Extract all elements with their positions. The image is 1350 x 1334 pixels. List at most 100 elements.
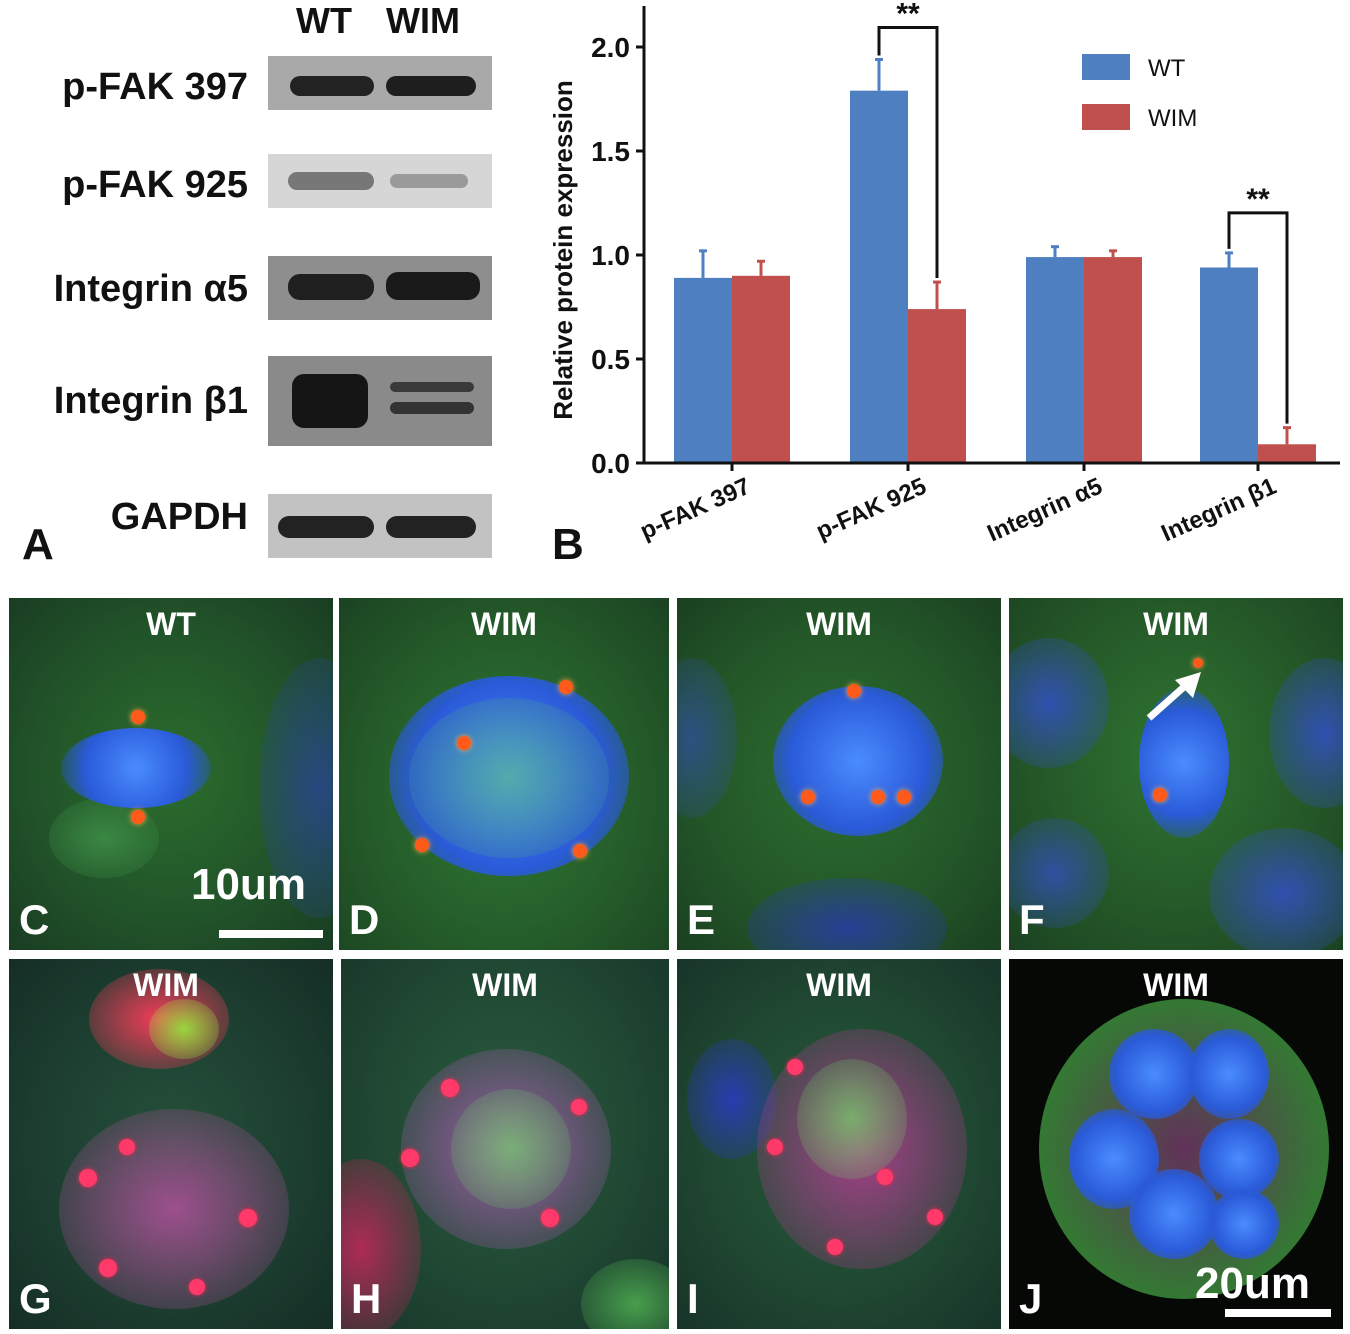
panel-letter: A: [22, 520, 54, 569]
panel-letter: I: [687, 1275, 699, 1322]
spindle-glow: [451, 1089, 571, 1209]
blot-band: [290, 76, 374, 96]
spindle-glow: [149, 999, 219, 1059]
bar-wim: [1084, 257, 1142, 463]
panel-letter: D: [349, 896, 380, 943]
chromosome-dot: [571, 1099, 587, 1115]
blot-band: [386, 272, 480, 300]
blot-band: [390, 402, 474, 414]
significance-bracket: [1227, 211, 1289, 424]
blot-column-wim: WIM: [386, 0, 460, 41]
blot-band: [386, 516, 476, 538]
x-tick-label: Integrin β1: [1157, 473, 1280, 548]
centrosome-dot: [847, 684, 861, 698]
chromosome-mass: [61, 728, 211, 808]
nucleus: [1109, 1029, 1199, 1119]
condition-label: WT: [146, 606, 196, 642]
micrograph-h: WIM H: [340, 958, 670, 1330]
bar-wt: [674, 277, 732, 463]
bar-wt: [1026, 257, 1084, 463]
chromosome-dot: [441, 1079, 459, 1097]
background-cell: [581, 1259, 669, 1329]
blot-strip: [268, 56, 492, 110]
chromosome-dot: [541, 1209, 559, 1227]
centrosome-dot: [1153, 788, 1167, 802]
chromosome-dot: [767, 1139, 783, 1155]
x-tick-label: p-FAK 925: [812, 473, 930, 545]
condition-label: WIM: [471, 606, 537, 642]
significance-label: **: [896, 0, 920, 30]
blot-column-wt: WT: [296, 0, 352, 41]
blot-row-label: Integrin β1: [53, 380, 248, 422]
condition-label: WIM: [806, 967, 872, 1003]
legend-swatch: [1082, 104, 1130, 130]
nucleus: [1189, 1029, 1269, 1119]
micrograph-j: WIM J 20um: [1008, 958, 1344, 1330]
x-tick-label: Integrin α5: [983, 473, 1106, 548]
micrograph-c: WT C 10um: [8, 597, 334, 951]
micrograph-f: WIM F: [1008, 597, 1344, 951]
scale-bar: [219, 930, 323, 938]
chromosome-dot: [401, 1149, 419, 1167]
chromosome-dot: [927, 1209, 943, 1225]
legend-swatch: [1082, 54, 1130, 80]
panel-letter: E: [687, 896, 716, 943]
centrosome-dot: [1193, 658, 1203, 668]
condition-label: WIM: [472, 967, 538, 1003]
panel-letter: B: [552, 520, 584, 569]
chromosome-dot: [239, 1209, 257, 1227]
panel-letter: G: [19, 1275, 52, 1322]
y-tick-label: 1.5: [591, 136, 630, 167]
chromosome-mass: [59, 1109, 289, 1309]
spindle-glow: [409, 698, 609, 858]
blot-row-label: p-FAK 925: [62, 164, 248, 206]
legend-label: WIM: [1148, 105, 1197, 132]
panel-letter: C: [19, 896, 50, 943]
y-tick-label: 0.5: [591, 344, 630, 375]
background-nucleus: [1269, 658, 1343, 808]
significance-label: **: [1246, 183, 1270, 216]
nucleus: [1199, 1119, 1279, 1199]
chromosome-dot: [119, 1139, 135, 1155]
centrosome-dot: [415, 838, 429, 852]
blot-strip: [268, 256, 492, 320]
blot-band: [288, 274, 374, 300]
spindle-glow: [797, 1059, 907, 1179]
micrograph-e: WIM E: [676, 597, 1002, 951]
chromosome-dot: [99, 1259, 117, 1277]
bar-wt: [1200, 267, 1258, 463]
y-tick-label: 0.0: [591, 448, 630, 479]
bar-wim: [908, 309, 966, 463]
blot-strip: [268, 494, 492, 558]
scale-bar-label: 10um: [191, 860, 306, 909]
legend-label: WT: [1148, 55, 1186, 82]
scale-bar-label: 20um: [1195, 1259, 1310, 1308]
condition-label: WIM: [1143, 606, 1209, 642]
blot-band: [288, 172, 374, 190]
x-tick-label: p-FAK 397: [636, 473, 754, 545]
micrograph-g: WIM G: [8, 958, 334, 1330]
blot-row-label: Integrin α5: [53, 268, 248, 310]
blot-row-label: GAPDH: [110, 496, 248, 538]
centrosome-dot: [801, 790, 815, 804]
condition-label: WIM: [1143, 967, 1209, 1003]
blot-strip: [268, 356, 492, 446]
chromosome-dot: [877, 1169, 893, 1185]
chromosome-mass: [773, 686, 943, 836]
blot-strip: [268, 154, 492, 208]
panel-letter: H: [351, 1275, 382, 1322]
background-nucleus: [677, 658, 737, 818]
centrosome-dot: [897, 790, 911, 804]
centrosome-dot: [131, 810, 145, 824]
significance-bracket: [877, 25, 939, 279]
blot-band: [390, 382, 474, 392]
centrosome-dot: [131, 710, 145, 724]
centrosome-dot: [457, 736, 471, 750]
y-axis-label: Relative protein expression: [548, 80, 578, 420]
blot-row-label: p-FAK 397: [62, 66, 248, 108]
microtubule-glow: [49, 798, 159, 878]
centrosome-dot: [559, 680, 573, 694]
condition-label: WIM: [806, 606, 872, 642]
panel-letter: F: [1019, 896, 1045, 943]
bar-wim: [732, 275, 790, 463]
